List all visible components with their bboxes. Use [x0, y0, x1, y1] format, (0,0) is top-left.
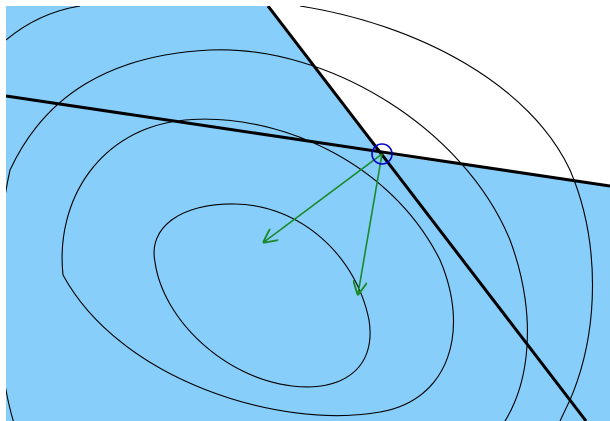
gradient-arrow-constraint — [358, 153, 383, 294]
contour-line — [6, 6, 594, 421]
optimum-marker — [371, 143, 393, 165]
contour-line — [61, 118, 454, 417]
constraint-line-steep — [266, 6, 588, 421]
constraint-line-shallow — [6, 94, 610, 188]
contour-line — [153, 203, 371, 388]
contour-line — [6, 49, 528, 421]
gradient-arrow-objective — [264, 153, 383, 242]
feasible-region — [6, 6, 610, 421]
contour-group — [6, 6, 594, 421]
plot-area — [6, 6, 610, 421]
